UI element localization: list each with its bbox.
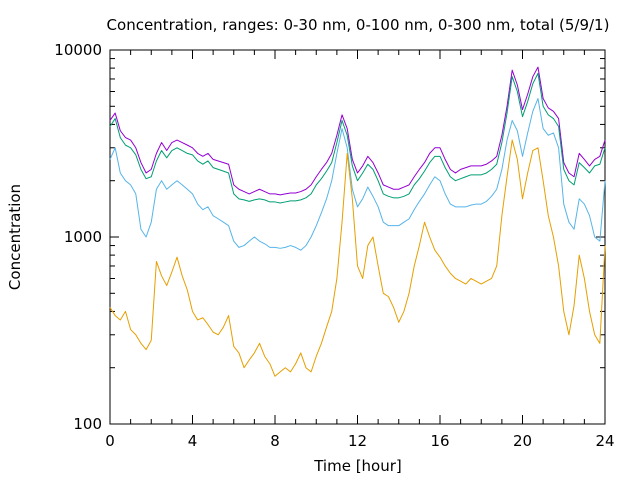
x-tick-label: 4	[188, 432, 198, 450]
series-line-3	[109, 98, 606, 251]
x-tick-label: 12	[348, 432, 367, 450]
y-ticks: 100 1000 10000	[54, 41, 605, 433]
y-tick-label: 100	[73, 415, 102, 433]
y-axis-label: Concentration	[6, 184, 24, 290]
x-tick-label: 0	[105, 432, 115, 450]
x-tick-label: 20	[513, 432, 532, 450]
y-tick-label: 1000	[64, 228, 102, 246]
series-line-4	[109, 139, 606, 377]
x-tick-label: 24	[595, 432, 614, 450]
x-ticks: 0 4 8 12 16 20 24	[105, 50, 615, 450]
x-tick-label: 16	[430, 432, 449, 450]
x-tick-label: 8	[270, 432, 280, 450]
series-group	[109, 66, 606, 377]
plot-frame	[109, 49, 606, 425]
series-line-2	[109, 72, 606, 204]
series-line-1	[109, 66, 606, 196]
chart-title: Concentration, ranges: 0-30 nm, 0-100 nm…	[107, 16, 610, 34]
x-axis-label: Time [hour]	[313, 457, 402, 475]
y-tick-label: 10000	[54, 41, 102, 59]
